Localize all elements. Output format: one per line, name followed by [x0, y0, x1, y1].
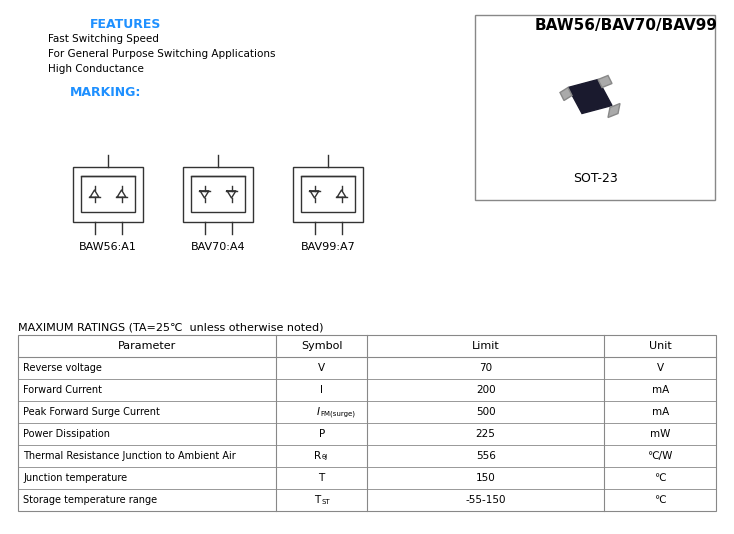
Text: Junction temperature: Junction temperature: [23, 473, 127, 483]
Text: -55-150: -55-150: [465, 495, 506, 505]
Bar: [191, 176, 245, 212]
Polygon shape: [608, 104, 620, 117]
Text: ℃: ℃: [654, 473, 666, 483]
Text: ST: ST: [321, 499, 330, 505]
Text: BAV70:A4: BAV70:A4: [191, 241, 245, 252]
Bar: [18, 335, 716, 511]
Text: BAW56:A1: BAW56:A1: [79, 241, 137, 252]
Text: mW: mW: [650, 429, 670, 439]
Text: V: V: [318, 363, 325, 373]
Text: 225: 225: [476, 429, 495, 439]
Text: mA: mA: [652, 385, 669, 395]
Text: MAXIMUM RATINGS (TA=25℃  unless otherwise noted): MAXIMUM RATINGS (TA=25℃ unless otherwise…: [18, 322, 324, 332]
Text: V: V: [657, 363, 664, 373]
Text: SOT-23: SOT-23: [573, 172, 617, 185]
Text: Fast Switching Speed: Fast Switching Speed: [48, 34, 159, 44]
Text: 150: 150: [476, 473, 495, 483]
Text: T: T: [319, 473, 324, 483]
Text: Symbol: Symbol: [301, 341, 342, 351]
Text: For General Purpose Switching Applications: For General Purpose Switching Applicatio…: [48, 49, 275, 59]
Text: Parameter: Parameter: [118, 341, 176, 351]
Bar: [475, 15, 715, 200]
Text: mA: mA: [652, 407, 669, 417]
Text: P: P: [319, 429, 324, 439]
Bar: [301, 176, 355, 212]
Text: ℃/W: ℃/W: [647, 451, 673, 461]
Text: Forward Current: Forward Current: [23, 385, 102, 395]
Text: 70: 70: [479, 363, 493, 373]
Text: 556: 556: [476, 451, 495, 461]
Text: T: T: [314, 495, 321, 505]
Bar: [183, 167, 253, 222]
Text: I: I: [316, 407, 319, 417]
Text: R: R: [313, 451, 321, 461]
Text: I: I: [320, 385, 323, 395]
Text: Peak Forward Surge Current: Peak Forward Surge Current: [23, 407, 160, 417]
Bar: [73, 167, 143, 222]
Text: Thermal Resistance Junction to Ambient Air: Thermal Resistance Junction to Ambient A…: [23, 451, 236, 461]
Text: BAV99:A7: BAV99:A7: [301, 241, 355, 252]
Text: BAW56/BAV70/BAV99: BAW56/BAV70/BAV99: [535, 18, 718, 33]
Text: FEATURES: FEATURES: [90, 18, 161, 31]
Text: θJ: θJ: [321, 454, 328, 460]
Text: Limit: Limit: [472, 341, 500, 351]
Text: Power Dissipation: Power Dissipation: [23, 429, 110, 439]
Text: 500: 500: [476, 407, 495, 417]
Polygon shape: [560, 88, 572, 100]
Text: 200: 200: [476, 385, 495, 395]
Polygon shape: [568, 80, 612, 114]
Text: ℃: ℃: [654, 495, 666, 505]
Text: Reverse voltage: Reverse voltage: [23, 363, 102, 373]
Text: High Conductance: High Conductance: [48, 64, 144, 74]
Polygon shape: [598, 75, 612, 88]
Bar: [81, 176, 135, 212]
Text: Storage temperature range: Storage temperature range: [23, 495, 157, 505]
Text: Unit: Unit: [649, 341, 672, 351]
Text: MARKING:: MARKING:: [70, 86, 142, 99]
Bar: [293, 167, 363, 222]
Text: FM(surge): FM(surge): [321, 410, 356, 417]
